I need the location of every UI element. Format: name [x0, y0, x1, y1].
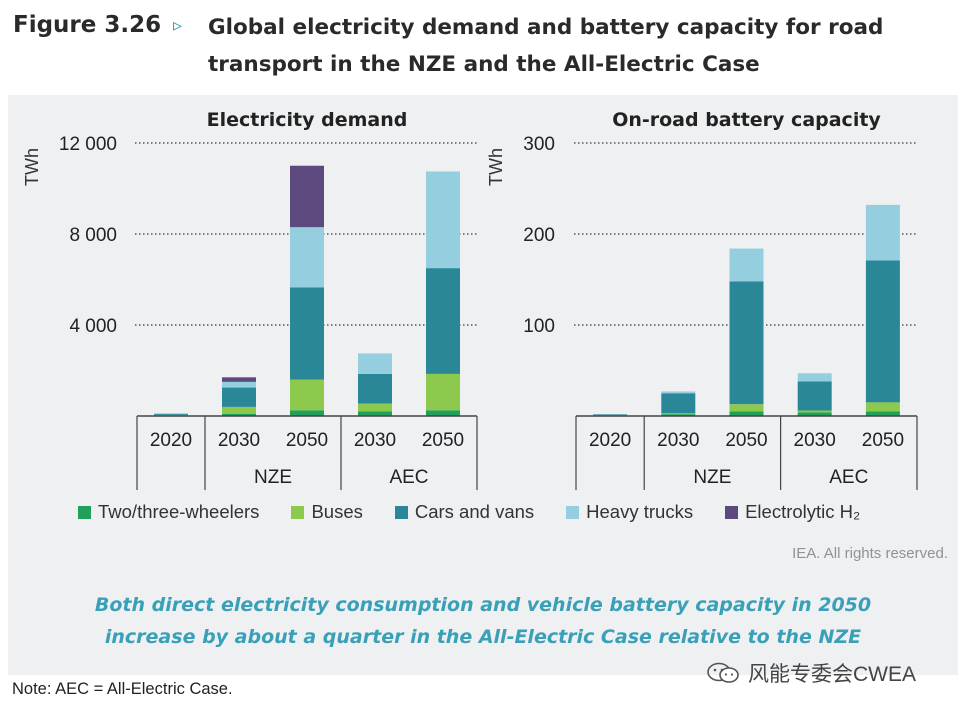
bar-segment: [426, 410, 460, 416]
bar-segment: [797, 381, 832, 411]
watermark: 风能专委会CWEA: [706, 658, 916, 688]
bar-segment: [358, 373, 392, 404]
battery-capacity-chart: On-road battery capacity TWh 100 200 300 2020…: [486, 109, 918, 490]
chart-legend: Two/three-wheelers Buses Cars and vans H…: [78, 500, 860, 524]
legend-swatch: [566, 505, 580, 519]
figure-arrow-icon: ▹: [173, 15, 183, 36]
legend-item-electrolytic-h2: Electrolytic H₂: [725, 501, 860, 523]
y-tick-label: 300: [523, 134, 555, 155]
group-label: NZE: [693, 467, 731, 488]
legend-label: Heavy trucks: [586, 501, 694, 522]
bar-segment: [358, 411, 392, 416]
figure-label: Figure 3.26: [13, 12, 162, 38]
y-tick-label: 4 000: [69, 316, 117, 337]
bar-segment: [797, 410, 832, 413]
bar-segment: [426, 373, 460, 411]
legend-label: Buses: [311, 501, 363, 522]
figure-title-line1: Global electricity demand and battery ca…: [208, 15, 884, 40]
bar-segment: [729, 248, 764, 282]
bar-segment: [797, 373, 832, 382]
y-tick-label: 200: [523, 225, 555, 246]
x-tick-label: 2030: [354, 430, 396, 451]
x-tick-label: 2030: [218, 430, 260, 451]
legend-item-buses: Buses: [291, 501, 363, 523]
figure-title-line2: transport in the NZE and the All-Electri…: [208, 52, 760, 77]
y-tick-label: 100: [523, 316, 555, 337]
bar-segment: [290, 287, 324, 380]
bar-segment: [290, 410, 324, 416]
bar-segment: [290, 165, 324, 228]
x-tick-label: 2020: [150, 430, 192, 451]
bar-segment: [661, 414, 696, 416]
chart-title: Electricity demand: [207, 109, 408, 131]
bar-segment: [426, 268, 460, 374]
bar-segment: [154, 413, 188, 415]
bar-segment: [358, 403, 392, 412]
caption-line1: Both direct electricity consumption and …: [94, 594, 872, 616]
legend-swatch: [725, 505, 739, 519]
group-label: AEC: [829, 467, 868, 488]
bar-segment: [797, 412, 832, 416]
bar-segment: [222, 377, 256, 382]
bar-segment: [661, 391, 696, 394]
x-tick-label: 2030: [794, 430, 836, 451]
figure-caption: Both direct electricity consumption and …: [0, 589, 966, 653]
caption-line2: increase by about a quarter in the All-E…: [104, 626, 862, 648]
group-label: NZE: [254, 467, 292, 488]
bar-segment: [154, 414, 188, 416]
bar-segment: [222, 413, 256, 416]
x-tick-label: 2050: [862, 430, 904, 451]
watermark-text: 风能专委会CWEA: [748, 663, 916, 686]
x-tick-label: 2020: [589, 430, 631, 451]
bar-segment: [593, 414, 628, 416]
y-tick-label: 12 000: [59, 134, 117, 155]
figure-title: Global electricity demand and battery ca…: [208, 9, 948, 83]
y-tick-label: 8 000: [69, 225, 117, 246]
electricity-demand-chart: Electricity demand TWh 4 000 8 000 12 000 202…: [22, 109, 478, 490]
bar-segment: [865, 260, 900, 403]
figure-note: Note: AEC = All-Electric Case.: [12, 680, 233, 698]
x-tick-label: 2050: [286, 430, 328, 451]
legend-item-heavy-trucks: Heavy trucks: [566, 501, 693, 523]
bar-segment: [865, 402, 900, 412]
bar-segment: [222, 387, 256, 407]
bar-segment: [865, 411, 900, 416]
bar-segment: [729, 404, 764, 412]
y-axis-label: TWh: [486, 148, 506, 186]
bar-segment: [661, 413, 696, 415]
bar-segment: [290, 379, 324, 411]
x-tick-label: 2050: [725, 430, 767, 451]
x-tick-label: 2050: [422, 430, 464, 451]
bar-segment: [290, 227, 324, 288]
legend-swatch: [78, 505, 91, 519]
bar-segment: [222, 406, 256, 414]
chart-title: On-road battery capacity: [612, 109, 881, 131]
group-label: AEC: [389, 467, 428, 488]
legend-swatch: [394, 505, 408, 519]
x-tick-label: 2030: [657, 430, 699, 451]
bar-segment: [222, 381, 256, 388]
legend-item-cars-and-vans: Cars and vans: [394, 501, 535, 523]
figure-header: Figure 3.26 ▹ Global electricity demand …: [0, 0, 966, 95]
y-axis-label: TWh: [22, 148, 42, 186]
legend-label: Cars and vans: [414, 501, 535, 522]
bar-segment: [426, 171, 460, 269]
wechat-icon: [707, 662, 739, 683]
bar-segment: [729, 411, 764, 416]
rights-notice: IEA. All rights reserved.: [792, 545, 948, 562]
bar-segment: [358, 353, 392, 374]
bar-segment: [661, 393, 696, 414]
bar-segment: [729, 281, 764, 405]
legend-swatch: [291, 505, 305, 519]
bar-segment: [865, 204, 900, 261]
legend-label: Electrolytic H₂: [745, 501, 861, 522]
legend-item-two-three-wheelers: Two/three-wheelers: [78, 501, 259, 523]
legend-label: Two/three-wheelers: [98, 501, 260, 522]
